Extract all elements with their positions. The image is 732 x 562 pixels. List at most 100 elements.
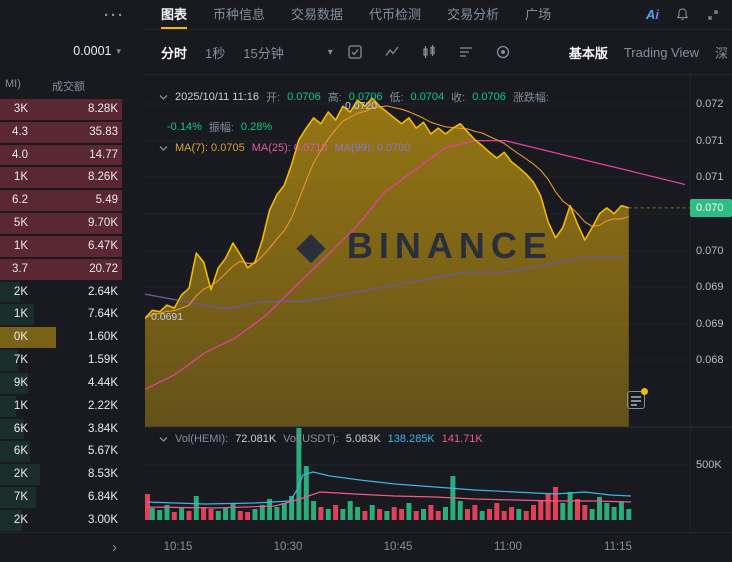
high-label: 高: bbox=[327, 92, 342, 104]
open-label: 开: bbox=[266, 92, 281, 104]
price-axis-label[interactable]: 0.070 bbox=[696, 245, 724, 257]
orderbook-row[interactable]: 1K 7.64K bbox=[0, 303, 145, 326]
orderbook-row[interactable]: 3.7 20.72 bbox=[0, 258, 145, 281]
data-panel-toggle-icon[interactable] bbox=[627, 388, 648, 409]
volume-bar bbox=[274, 507, 280, 520]
volume-bar bbox=[171, 512, 177, 520]
interval-1s-button[interactable]: 1秒 bbox=[205, 45, 226, 61]
tab-coin-info[interactable]: 币种信息 bbox=[213, 7, 266, 22]
qty-cell: 3K bbox=[13, 103, 28, 115]
orderbook-row[interactable]: 6.2 5.49 bbox=[0, 189, 145, 212]
price-axis-label[interactable]: 0.071 bbox=[696, 171, 724, 183]
depth-tab[interactable]: 深 bbox=[714, 45, 728, 61]
expand-right-icon[interactable]: › bbox=[112, 539, 117, 556]
interval-dropdown-icon[interactable]: ▾ bbox=[327, 46, 333, 58]
price-chart-canvas[interactable]: ◆ BINANCE bbox=[145, 75, 732, 532]
interval-time-button[interactable]: 分时 bbox=[161, 45, 188, 61]
collapse-chevron-icon[interactable] bbox=[159, 94, 168, 101]
tab-square[interactable]: 广场 bbox=[525, 7, 552, 22]
time-axis-label: 11:00 bbox=[494, 541, 522, 553]
orderbook-row[interactable]: 6K 5.67K bbox=[0, 440, 145, 463]
orderbook-row[interactable]: 0K 1.60K bbox=[0, 326, 145, 349]
more-options-icon[interactable]: ··· bbox=[104, 6, 125, 24]
orderbook-row[interactable]: 1K 6.47K bbox=[0, 235, 145, 258]
orderbook-row[interactable]: 2K 8.53K bbox=[0, 463, 145, 486]
volume-bar bbox=[179, 507, 185, 520]
volume-bar bbox=[164, 505, 170, 520]
volume-bar bbox=[377, 509, 383, 520]
orderbook-row[interactable]: 1K 8.26K bbox=[0, 166, 145, 189]
volume-bar bbox=[611, 507, 617, 520]
price-axis-label[interactable]: 0.071 bbox=[696, 135, 724, 147]
collapse-chevron-icon[interactable] bbox=[159, 436, 168, 443]
orderbook-row[interactable]: 5K 9.70K bbox=[0, 212, 145, 235]
orderbook-row[interactable]: 6K 3.84K bbox=[0, 418, 145, 441]
orderbook-row[interactable]: 9K 4.44K bbox=[0, 372, 145, 395]
bell-icon[interactable] bbox=[675, 7, 690, 22]
low-price-annotation: 0.0691 bbox=[151, 311, 184, 323]
volume-bar bbox=[347, 501, 353, 520]
tick-size-select[interactable]: 0.0001 ▾ bbox=[0, 30, 145, 72]
line-chart-style-icon[interactable] bbox=[384, 44, 400, 60]
ma99-line bbox=[145, 256, 625, 310]
collapse-chevron-icon[interactable] bbox=[159, 145, 168, 152]
volume-bar bbox=[369, 505, 375, 520]
volume-bar bbox=[421, 509, 426, 520]
tab-trade-analysis[interactable]: 交易分析 bbox=[447, 7, 500, 22]
volume-bar bbox=[311, 501, 317, 520]
qty-cell: 1K bbox=[13, 399, 28, 412]
price-axis-label[interactable]: 0.072 bbox=[696, 98, 724, 110]
tab-token-detection[interactable]: 代币检测 bbox=[369, 7, 422, 22]
tradingview-tab[interactable]: Trading View bbox=[623, 44, 699, 60]
turnover-cell: 4.44K bbox=[87, 376, 118, 389]
expand-icon[interactable] bbox=[706, 8, 720, 22]
order-book-header: ··· bbox=[0, 0, 145, 30]
interval-15m-button[interactable]: 15分钟 bbox=[243, 45, 284, 61]
orderbook-row[interactable]: 1K 2.22K bbox=[0, 395, 145, 418]
depth-bar bbox=[0, 395, 16, 417]
time-axis-label: 10:15 bbox=[163, 541, 193, 553]
orderbook-row[interactable]: 4.0 14.77 bbox=[0, 144, 145, 167]
orderbook-row[interactable]: 4.3 35.83 bbox=[0, 121, 145, 144]
indicator-list-icon[interactable] bbox=[458, 44, 474, 60]
orderbook-row[interactable]: 2K 3.00K bbox=[0, 509, 145, 532]
turnover-cell: 9.70K bbox=[87, 217, 118, 230]
price-area-fill bbox=[145, 98, 629, 427]
orderbook-row[interactable]: 3K 8.28K bbox=[0, 98, 145, 121]
ohlc-legend-row: 2025/10/11 11:16 开: 0.0706 高: 0.0706 低: 0.0… bbox=[159, 89, 549, 105]
orderbook-row[interactable]: 7K 6.84K bbox=[0, 486, 145, 509]
top-nav: 图表 币种信息 交易数据 代币检测 交易分析 广场 Ai bbox=[145, 0, 732, 30]
time-axis[interactable]: 10:15 10:30 10:45 11:00 11:15 bbox=[145, 532, 732, 562]
low-value: 0.0704 bbox=[410, 91, 445, 103]
candlestick-icon[interactable] bbox=[421, 44, 437, 60]
turnover-cell: 1.59K bbox=[87, 354, 118, 367]
depth-bar bbox=[0, 190, 122, 212]
depth-bar bbox=[0, 372, 28, 394]
qty-cell: 1K bbox=[13, 308, 28, 321]
basic-version-tab[interactable]: 基本版 bbox=[568, 45, 608, 61]
price-axis-label[interactable]: 0.068 bbox=[696, 354, 724, 366]
volume-bar bbox=[340, 509, 346, 520]
depth-bar bbox=[0, 327, 56, 349]
chart-mode-tabs: 基本版 Trading View 深 bbox=[569, 43, 732, 62]
orderbook-row[interactable]: 7K 1.59K bbox=[0, 349, 145, 372]
volume-bar bbox=[149, 508, 155, 520]
vol-ma-blue-value: 138.285K bbox=[387, 433, 435, 445]
ai-assistant-icon[interactable]: Ai bbox=[646, 7, 659, 22]
orderbook-row[interactable]: 2K 2.64K bbox=[0, 281, 145, 304]
turnover-cell: 5.67K bbox=[87, 445, 118, 458]
volume-bar bbox=[523, 511, 529, 520]
depth-bar bbox=[0, 487, 36, 508]
indicator-template-icon[interactable] bbox=[347, 44, 363, 60]
tab-trading-data[interactable]: 交易数据 bbox=[291, 7, 344, 22]
ohlc-legend-row2: -0.14% 振幅: 0.28% bbox=[167, 119, 272, 135]
depth-bar bbox=[0, 213, 122, 234]
price-axis-label[interactable]: 0.069 bbox=[696, 318, 724, 330]
tab-chart[interactable]: 图表 bbox=[161, 0, 188, 29]
volume-bar bbox=[391, 507, 397, 520]
depth-bar bbox=[0, 509, 22, 531]
volume-bar bbox=[384, 511, 390, 520]
volume-bar bbox=[215, 511, 221, 520]
settings-target-icon[interactable] bbox=[495, 44, 511, 60]
price-axis-label[interactable]: 0.069 bbox=[696, 281, 724, 293]
